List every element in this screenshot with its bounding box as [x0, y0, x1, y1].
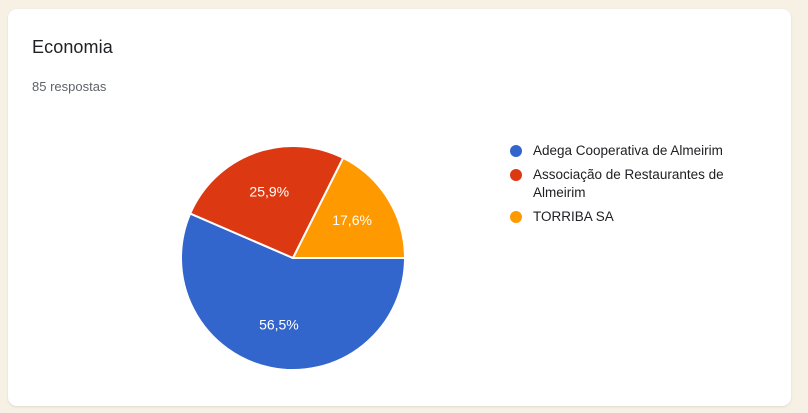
legend-color-swatch-icon	[510, 211, 522, 223]
pie-slice-value-label: 17,6%	[332, 212, 372, 228]
legend-item-label: Associação de Restaurantes de Almeirim	[533, 167, 724, 200]
legend-color-swatch-icon	[510, 145, 522, 157]
pie-slice[interactable]	[291, 156, 407, 259]
legend-item-label: TORRIBA SA	[533, 209, 614, 224]
pie-slice[interactable]	[188, 144, 345, 260]
pie-slice-value-label: 56,5%	[259, 317, 299, 333]
legend-item-label: Adega Cooperativa de Almeirim	[533, 143, 723, 158]
pie-chart-plot-area: 56,5% 25,9% 17,6%	[8, 9, 791, 406]
pie-slice-group	[180, 144, 407, 371]
legend-item[interactable]: Adega Cooperativa de Almeirim	[510, 142, 772, 160]
legend-color-swatch-icon	[510, 169, 522, 181]
pie-slice[interactable]	[180, 212, 407, 371]
response-count-label: 85 respostas	[32, 79, 107, 94]
chart-legend: Adega Cooperativa de Almeirim Associação …	[510, 142, 772, 232]
legend-item[interactable]: TORRIBA SA	[510, 208, 772, 226]
page-title: Economia	[32, 37, 113, 57]
pie-slice-label-group: 56,5% 25,9% 17,6%	[249, 183, 372, 332]
pie-chart-svg: 56,5% 25,9% 17,6%	[180, 144, 407, 371]
legend-item[interactable]: Associação de Restaurantes de Almeirim	[510, 166, 772, 202]
pie-slice-value-label: 25,9%	[249, 183, 289, 199]
chart-card: Economia 85 respostas 56,5% 25,9% 17,6% Ad…	[8, 9, 791, 406]
